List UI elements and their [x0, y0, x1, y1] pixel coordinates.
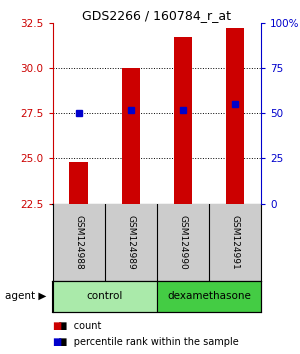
Title: GDS2266 / 160784_r_at: GDS2266 / 160784_r_at [82, 9, 231, 22]
Text: GSM124991: GSM124991 [230, 215, 239, 270]
Bar [174, 37, 192, 204]
Text: agent ▶: agent ▶ [5, 291, 47, 302]
Text: ■: ■ [52, 337, 62, 347]
Text: GSM124990: GSM124990 [178, 215, 187, 270]
Text: ■: ■ [52, 321, 62, 331]
Text: ■  count: ■ count [52, 321, 102, 331]
Text: ■  percentile rank within the sample: ■ percentile rank within the sample [52, 337, 239, 347]
Text: control: control [86, 291, 123, 302]
Text: dexamethasone: dexamethasone [167, 291, 251, 302]
Bar [157, 281, 261, 312]
Text: GSM124989: GSM124989 [126, 215, 135, 270]
Text: GSM124988: GSM124988 [74, 215, 83, 270]
Bar [122, 68, 140, 204]
Bar [52, 281, 157, 312]
Bar [69, 162, 88, 204]
Bar [226, 28, 244, 204]
